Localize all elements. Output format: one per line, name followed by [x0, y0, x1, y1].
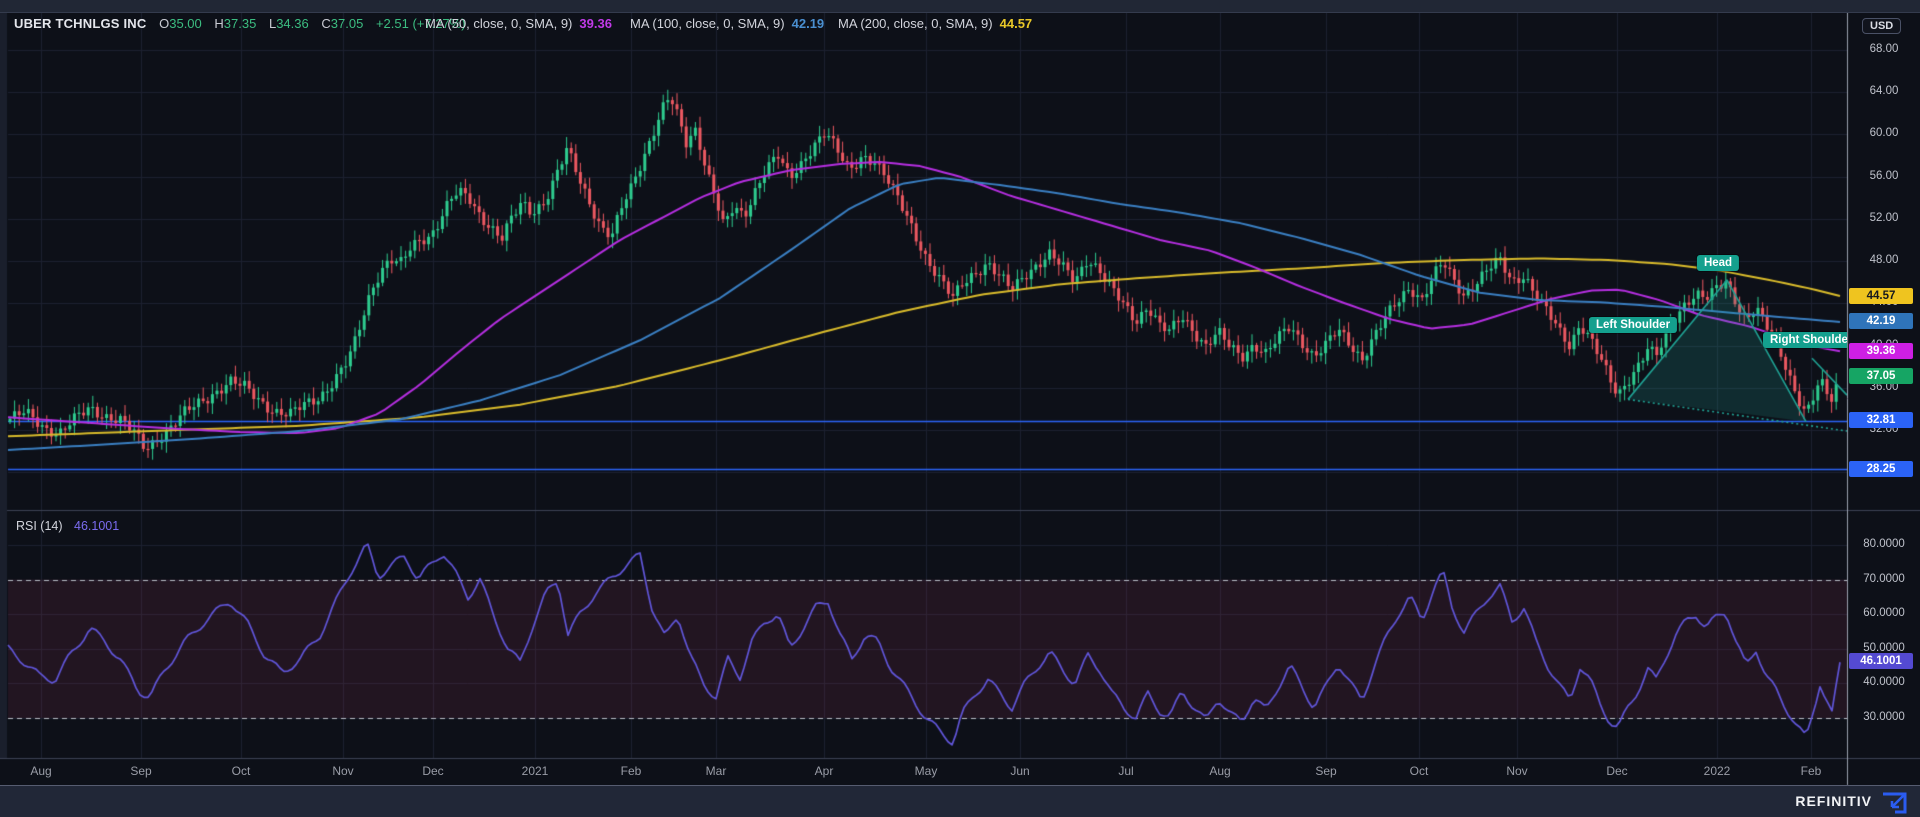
price-badge-28.25: 28.25 — [1849, 460, 1913, 477]
window-top-strip — [0, 0, 1920, 13]
price-badge-44.57: 44.57 — [1849, 288, 1913, 305]
time-axis[interactable]: Aug Sep Oct Nov Dec 2021 Feb Mar Apr May Jun Jul Aug… — [0, 760, 1847, 784]
ma-legend-item-2[interactable]: MA (100, close, 0, SMA, 9) 42.19 — [630, 16, 824, 32]
rsi-label: RSI (14) — [16, 519, 63, 533]
month-label-May: May — [914, 764, 938, 778]
high-label: H — [214, 16, 224, 31]
ma-legend-value: 44.57 — [999, 16, 1033, 31]
rsi-value: 46.1001 — [74, 519, 120, 533]
ma-legend-label: MA (200, close, 0, SMA, 9) — [838, 16, 993, 31]
rsi-tick-label: 40.0000 — [1863, 676, 1905, 689]
month-label-Feb: Feb — [620, 764, 642, 778]
month-label-2021: 2021 — [521, 764, 549, 778]
month-label-Aug: Aug — [30, 764, 52, 778]
price-tick-label: 36.00 — [1869, 380, 1899, 393]
price-tick-label: 68.00 — [1869, 43, 1899, 55]
refinitiv-brand-text: REFINITIV — [1795, 793, 1872, 809]
price-axis[interactable]: USD 68.0064.0060.0056.0052.0048.0044.004… — [1848, 12, 1920, 758]
close-value: 37.05 — [330, 16, 364, 31]
ma-legend-label: MA (50, close, 0, SMA, 9) — [425, 16, 573, 31]
currency-chip[interactable]: USD — [1862, 18, 1902, 34]
rsi-tick-label: 60.0000 — [1863, 607, 1905, 620]
price-badge-42.19: 42.19 — [1849, 313, 1913, 330]
month-label-Oct: Oct — [1409, 764, 1429, 778]
open-label: O — [159, 16, 170, 31]
ma-legend-value: 39.36 — [579, 16, 612, 31]
ma-legend-label: MA (100, close, 0, SMA, 9) — [630, 16, 785, 31]
month-label-Aug: Aug — [1209, 764, 1231, 778]
month-label-Feb: Feb — [1800, 764, 1822, 778]
month-label-Sep: Sep — [1315, 764, 1337, 778]
price-tick-label: 60.00 — [1869, 127, 1899, 140]
price-badge-32.81: 32.81 — [1849, 412, 1913, 429]
refinitiv-logo-icon — [1883, 792, 1907, 814]
month-label-Nov: Nov — [332, 764, 354, 778]
month-label-Oct: Oct — [231, 764, 251, 778]
price-tick-label: 64.00 — [1869, 85, 1899, 98]
month-label-2022: 2022 — [1703, 764, 1731, 778]
change-value: +2.51 (+7.27%) — [375, 16, 466, 31]
low-label: L — [268, 16, 277, 31]
price-tick-label: 52.00 — [1869, 211, 1899, 224]
month-label-Nov: Nov — [1506, 764, 1528, 778]
open-value: 35.00 — [169, 16, 202, 31]
rsi-tick-label: 50.0000 — [1863, 641, 1905, 654]
month-label-Dec: Dec — [422, 764, 444, 778]
instrument-name: UBER TCHNLGS INC — [14, 16, 147, 31]
month-label-Jul: Jul — [1118, 764, 1134, 778]
ma-legend-value: 42.19 — [791, 16, 825, 31]
high-value: 37.35 — [223, 16, 257, 31]
month-label-Sep: Sep — [130, 764, 152, 778]
month-label-Dec: Dec — [1606, 764, 1628, 778]
month-label-Mar: Mar — [705, 764, 727, 778]
ma-legend-item-1[interactable]: MA (50, close, 0, SMA, 9) 39.36 — [425, 16, 612, 32]
month-label-Apr: Apr — [814, 764, 834, 778]
close-label: C — [321, 16, 331, 31]
rsi-tick-label: 30.0000 — [1863, 711, 1905, 723]
price-tick-label: 48.00 — [1869, 254, 1899, 267]
low-value: 34.36 — [276, 16, 309, 31]
rsi-tick-label: 70.0000 — [1863, 572, 1905, 585]
instrument-legend[interactable]: UBER TCHNLGS INC O35.00 H37.35 L34.36 C3… — [14, 16, 466, 32]
price-badge-39.36: 39.36 — [1849, 343, 1913, 360]
ma-legend-item-3[interactable]: MA (200, close, 0, SMA, 9) 44.57 — [838, 16, 1032, 32]
rsi-tick-label: 80.0000 — [1863, 538, 1905, 550]
rsi-badge: 46.1001 — [1849, 653, 1913, 670]
rsi-legend[interactable]: RSI (14) 46.1001 — [16, 519, 119, 533]
price-badge-37.05: 37.05 — [1849, 367, 1913, 384]
month-label-Jun: Jun — [1010, 764, 1030, 778]
price-tick-label: 56.00 — [1869, 169, 1899, 182]
footer-bar: REFINITIV — [0, 785, 1920, 817]
